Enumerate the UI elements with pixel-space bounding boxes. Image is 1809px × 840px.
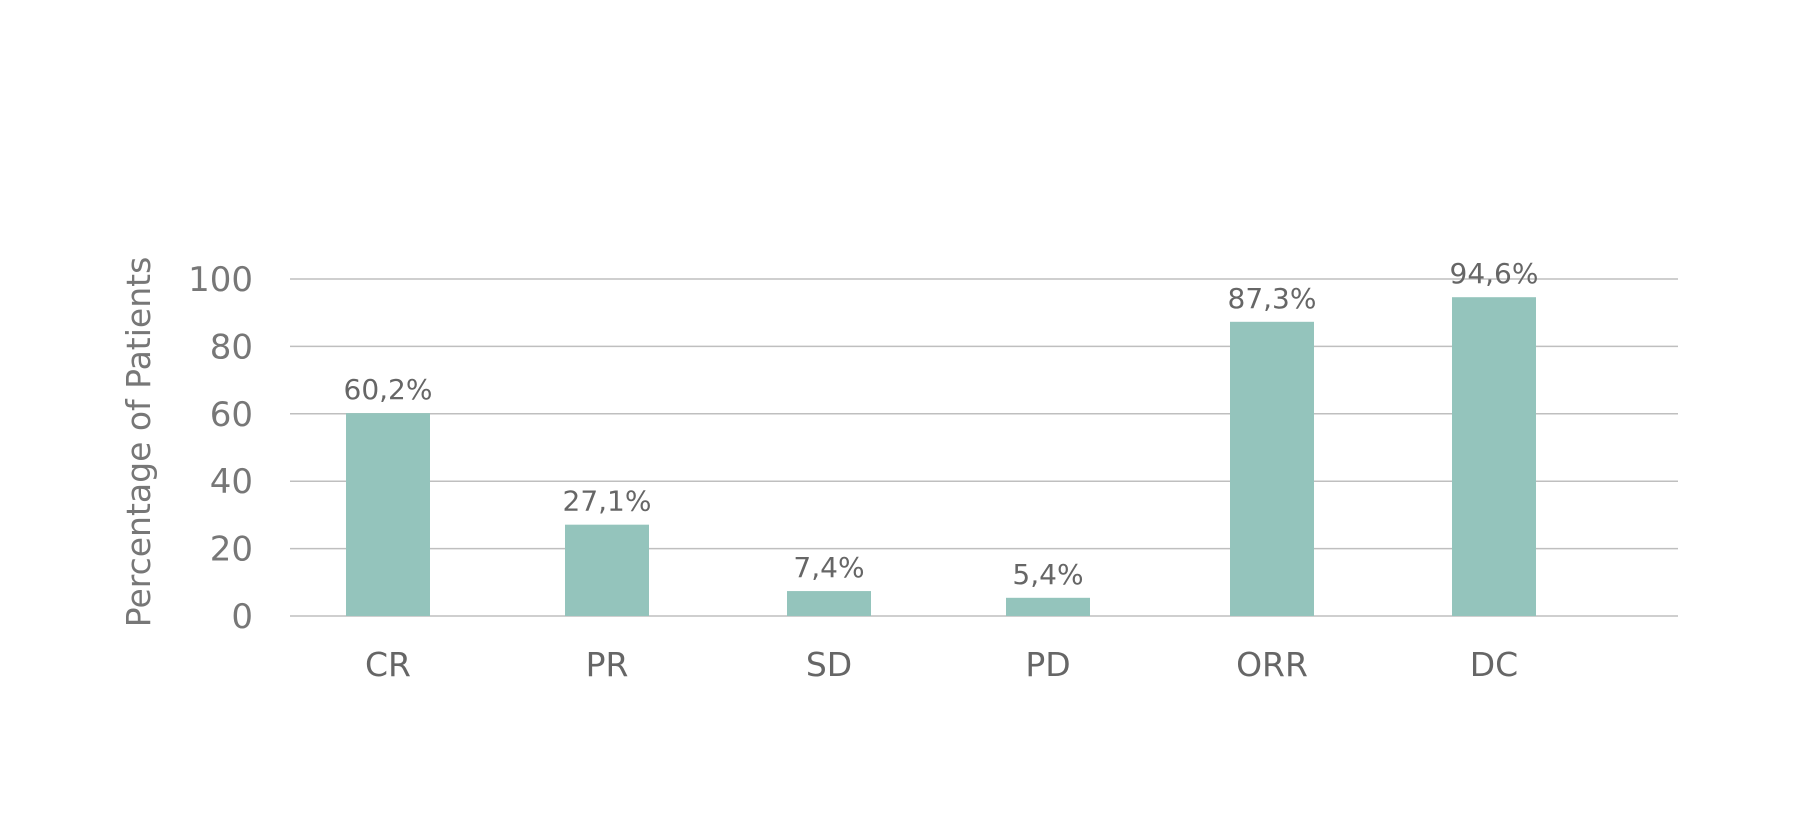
y-tick-labels: 0 20 40 60 80 100 xyxy=(188,260,253,637)
x-tick-label: SD xyxy=(806,645,852,684)
gridlines xyxy=(290,278,1678,617)
bars xyxy=(346,297,1536,616)
bar-dc xyxy=(1452,297,1536,616)
value-label: 94,6% xyxy=(1450,257,1539,290)
y-tick-label: 60 xyxy=(210,395,253,435)
x-tick-label: CR xyxy=(365,645,411,684)
bar-orr xyxy=(1230,321,1314,616)
x-tick-label: ORR xyxy=(1236,645,1308,684)
bar-cr xyxy=(346,413,430,616)
value-label: 27,1% xyxy=(563,485,652,518)
y-tick-label: 20 xyxy=(210,530,253,570)
y-tick-label: 0 xyxy=(231,597,253,637)
y-axis-title: Percentage of Patients xyxy=(119,257,158,628)
bar-pd xyxy=(1006,597,1090,616)
value-labels: 60,2% 27,1% 7,4% 5,4% 87,3% 94,6% xyxy=(344,257,1539,591)
x-tick-label: DC xyxy=(1470,645,1518,684)
bar-pr xyxy=(565,524,649,616)
value-label: 87,3% xyxy=(1228,282,1317,315)
bar-sd xyxy=(787,591,871,616)
y-tick-label: 100 xyxy=(188,260,253,300)
x-tick-labels: CR PR SD PD ORR DC xyxy=(365,645,1518,684)
y-tick-label: 80 xyxy=(210,327,253,367)
value-label: 5,4% xyxy=(1012,558,1083,591)
x-tick-label: PD xyxy=(1025,645,1070,684)
value-label: 7,4% xyxy=(793,551,864,584)
x-tick-label: PR xyxy=(586,645,629,684)
value-label: 60,2% xyxy=(344,373,433,406)
y-tick-label: 40 xyxy=(210,462,253,502)
